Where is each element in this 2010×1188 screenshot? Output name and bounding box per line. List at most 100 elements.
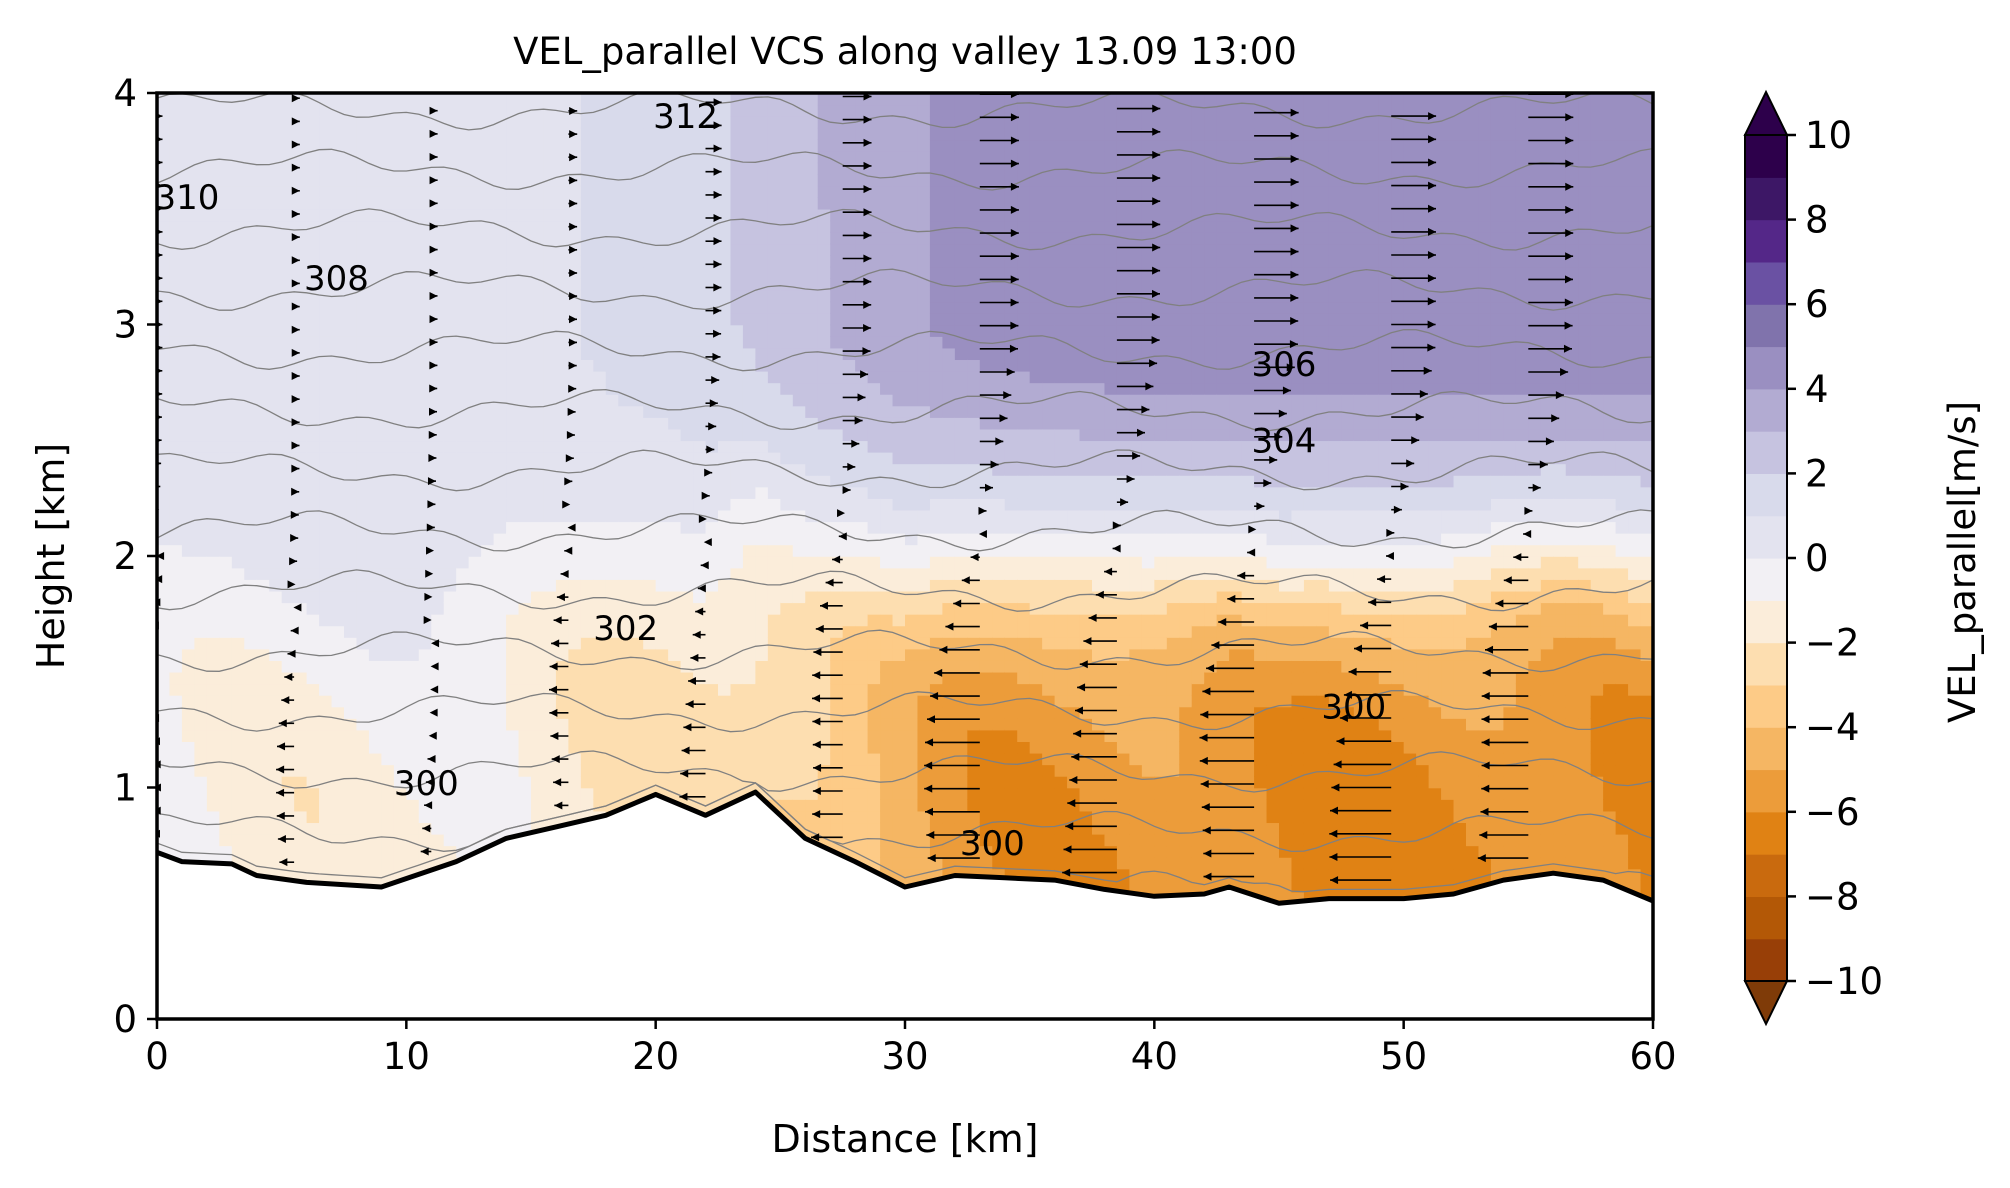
velocity-cell [431, 255, 445, 268]
velocity-cell [892, 625, 906, 638]
velocity-cell [643, 486, 657, 499]
velocity-cell [331, 93, 345, 106]
velocity-cell [481, 579, 495, 592]
velocity-cell [418, 93, 433, 106]
velocity-cell [668, 289, 682, 303]
velocity-cell [531, 590, 545, 604]
velocity-cell [880, 718, 894, 731]
velocity-cell [742, 417, 757, 430]
velocity-cell [680, 417, 694, 430]
velocity-cell [805, 613, 819, 627]
velocity-cell [1029, 116, 1043, 129]
velocity-cell [1004, 683, 1018, 696]
velocity-cell [767, 370, 782, 384]
velocity-cell [1017, 602, 1031, 615]
velocity-cell [157, 324, 171, 337]
velocity-cell [281, 787, 295, 800]
velocity-cell [917, 613, 931, 627]
velocity-cell [643, 301, 657, 314]
velocity-cell [867, 544, 881, 557]
velocity-cell [693, 764, 707, 777]
velocity-cell [169, 532, 183, 546]
velocity-cell [917, 463, 931, 476]
velocity-cell [181, 648, 196, 661]
velocity-cell [792, 590, 807, 604]
velocity-cell [456, 741, 470, 754]
velocity-cell [855, 683, 869, 696]
velocity-cell [1042, 336, 1056, 349]
velocity-cell [842, 266, 856, 279]
velocity-cell [730, 567, 744, 580]
velocity-cell [518, 775, 532, 789]
velocity-cell [319, 775, 333, 789]
velocity-cell [157, 127, 171, 141]
velocity-cell [742, 324, 757, 337]
velocity-cell [942, 150, 956, 164]
velocity-cell [1042, 509, 1056, 523]
velocity-cell [842, 833, 856, 847]
velocity-cell [630, 718, 644, 731]
velocity-cell [381, 197, 395, 210]
velocity-cell [1054, 752, 1068, 766]
velocity-cell [755, 440, 769, 453]
velocity-cell [294, 509, 308, 523]
velocity-cell [1054, 382, 1068, 395]
velocity-cell [456, 208, 470, 222]
velocity-cell [1029, 185, 1043, 198]
velocity-cell [905, 660, 919, 673]
velocity-cell [418, 139, 433, 152]
velocity-cell [979, 556, 994, 569]
velocity-cell [344, 799, 358, 812]
velocity-cell [294, 208, 308, 222]
velocity-cell [880, 266, 894, 279]
velocity-cell [256, 741, 270, 754]
velocity-cell [1054, 856, 1068, 870]
velocity-cell [157, 741, 171, 754]
velocity-cell [468, 428, 482, 442]
velocity-cell [618, 255, 632, 268]
velocity-cell [169, 266, 183, 279]
velocity-cell [954, 393, 969, 407]
velocity-cell [181, 278, 196, 291]
velocity-cell [543, 359, 557, 372]
velocity-cell [381, 556, 395, 569]
velocity-cell [206, 208, 221, 222]
velocity-cell [730, 116, 744, 129]
velocity-cell [867, 243, 881, 256]
velocity-cell [1017, 243, 1031, 256]
velocity-cell [269, 162, 283, 175]
velocity-cell [356, 127, 370, 141]
velocity-cell [817, 706, 831, 719]
velocity-cell [181, 567, 196, 580]
velocity-cell [668, 556, 682, 569]
velocity-cell [381, 613, 395, 627]
velocity-cell [219, 833, 233, 847]
velocity-cell [942, 671, 956, 685]
velocity-cell [531, 93, 545, 106]
velocity-cell [755, 428, 769, 442]
velocity-cell [767, 347, 782, 361]
velocity-cell [580, 440, 595, 453]
velocity-cell [294, 706, 308, 719]
velocity-cell [767, 486, 782, 499]
velocity-cell [917, 197, 931, 210]
velocity-cell [618, 671, 632, 685]
velocity-cell [306, 856, 320, 870]
velocity-cell [855, 556, 869, 569]
velocity-cell [992, 660, 1006, 673]
velocity-cell [231, 625, 246, 638]
velocity-cell [1029, 162, 1043, 175]
velocity-cell [830, 139, 844, 152]
velocity-cell [942, 683, 956, 696]
velocity-cell [456, 93, 470, 106]
velocity-cell [206, 579, 221, 592]
velocity-cell [1042, 382, 1056, 395]
velocity-cell [331, 116, 345, 129]
velocity-cell [244, 648, 258, 661]
velocity-cell [880, 278, 894, 291]
velocity-cell [206, 278, 221, 291]
velocity-cell [605, 359, 620, 372]
velocity-cell [917, 868, 931, 881]
velocity-cell [755, 139, 769, 152]
